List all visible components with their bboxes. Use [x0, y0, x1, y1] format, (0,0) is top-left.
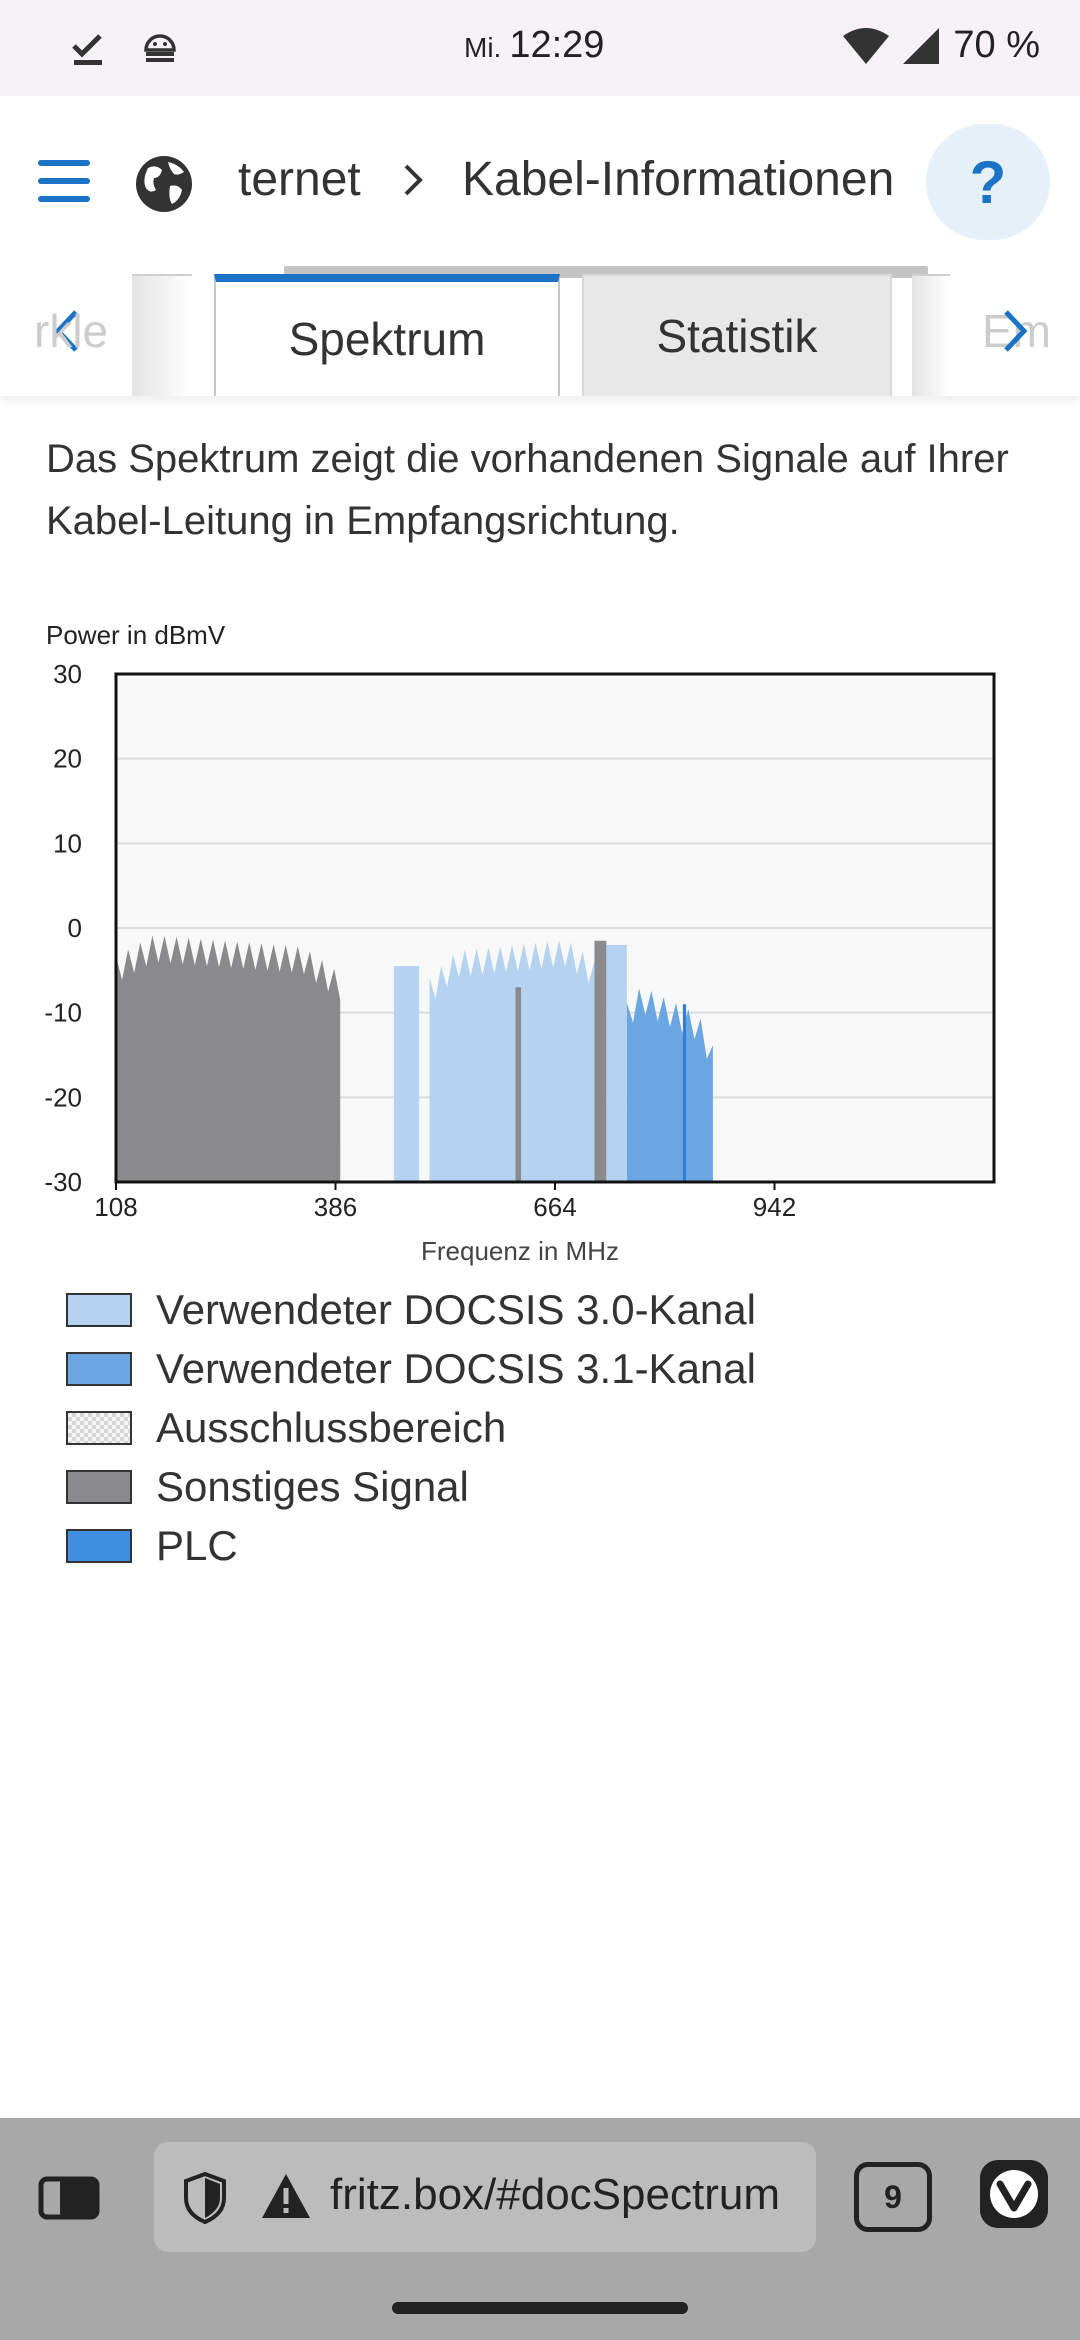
download-done-icon: [72, 34, 102, 65]
x-tick-label: 942: [753, 1192, 796, 1222]
x-axis-label: Frequenz in MHz: [421, 1236, 619, 1266]
tab-next-partial[interactable]: Em: [982, 305, 1051, 357]
y-tick-label: -10: [44, 998, 82, 1028]
tab-spektrum[interactable]: Spektrum: [214, 274, 560, 396]
browser-toolbar: fritz.box/#docSpectrum 9: [0, 2118, 1080, 2340]
tab-previous-partial[interactable]: rkle: [34, 305, 109, 357]
y-tick-label: 10: [53, 828, 82, 858]
tab-statistik[interactable]: Statistik: [582, 274, 892, 396]
legend-item: Verwendeter DOCSIS 3.1-Kanal: [66, 1339, 756, 1398]
help-icon: ?: [969, 148, 1007, 216]
y-axis-label: Power in dBmV: [46, 620, 226, 650]
spectrum-description: Das Spektrum zeigt die vorhandenen Signa…: [46, 437, 1009, 543]
tab-label: Statistik: [656, 310, 818, 362]
android-debug-icon: [144, 34, 176, 62]
tab-label: Spektrum: [288, 313, 486, 365]
home-indicator[interactable]: [392, 2302, 688, 2314]
signal-area-verwendeter-docsis-3-0-kanal: [606, 944, 627, 1182]
y-tick-label: 0: [68, 913, 82, 943]
legend-label: Sonstiges Signal: [156, 1462, 469, 1510]
breadcrumb-internet[interactable]: ternet: [238, 153, 361, 206]
legend-item: Ausschlussbereich: [66, 1398, 756, 1457]
globe-icon: [136, 156, 192, 212]
legend-swatch: [66, 1410, 132, 1445]
url-text[interactable]: fritz.box/#docSpectrum: [330, 2170, 780, 2219]
cell-signal-icon: [903, 27, 940, 64]
signal-area-sonstiges-signal: [116, 935, 341, 1182]
menu-icon-line: [38, 196, 90, 202]
shield-icon[interactable]: [180, 2170, 230, 2226]
legend-label: PLC: [156, 1521, 238, 1569]
x-tick-label: 664: [533, 1192, 576, 1222]
x-tick-label: 386: [314, 1192, 357, 1222]
help-button[interactable]: ?: [926, 124, 1050, 240]
status-bar: Mi. 12:29 70 %: [0, 0, 1080, 96]
signal-area-plc: [682, 1004, 687, 1182]
legend-swatch: [66, 1292, 132, 1327]
spectrum-chart: Power in dBmV 30 20 10 0 -10 -20 -30 108 386 664…: [44, 620, 996, 1266]
legend-item: Verwendeter DOCSIS 3.0-Kanal: [66, 1280, 756, 1339]
tab-bar: rkle Spektrum Statistik Em: [0, 266, 1080, 396]
warning-icon[interactable]: [260, 2172, 312, 2220]
x-axis: 108 386 664 942: [94, 1182, 796, 1222]
menu-button[interactable]: [38, 160, 94, 204]
legend-label: Ausschlussbereich: [156, 1403, 507, 1451]
vivaldi-menu-icon[interactable]: [980, 2160, 1048, 2228]
menu-icon-line: [38, 178, 90, 184]
chevron-left-icon[interactable]: [46, 306, 86, 356]
signal-area-verwendeter-docsis-3-0-kanal: [429, 940, 595, 1182]
tab-count: 9: [884, 2178, 902, 2215]
tab-switcher-button[interactable]: 9: [854, 2162, 932, 2232]
app-header: ternet Kabel-Informationen ?: [0, 96, 1080, 266]
breadcrumb-cable-info: Kabel-Informationen: [462, 153, 895, 206]
signal-area-verwendeter-docsis-3-1-kanal: [626, 988, 713, 1182]
legend-swatch: [66, 1351, 132, 1386]
y-tick-label: -30: [44, 1167, 82, 1197]
address-bar[interactable]: fritz.box/#docSpectrum: [154, 2142, 816, 2252]
menu-icon: [38, 160, 90, 166]
battery-level: 70 %: [953, 24, 1040, 66]
panel-toggle-icon[interactable]: [38, 2176, 100, 2220]
wifi-icon: [843, 27, 890, 64]
signal-areas: [116, 935, 713, 1182]
tab-fade-right: [912, 274, 950, 396]
legend-swatch: [66, 1469, 132, 1504]
signal-area-sonstiges-signal: [594, 940, 607, 1182]
legend-swatch: [66, 1528, 132, 1563]
chevron-right-icon[interactable]: [996, 306, 1036, 356]
legend-item: PLC: [66, 1516, 756, 1575]
chart-legend: Verwendeter DOCSIS 3.0-Kanal Verwendeter …: [66, 1280, 756, 1575]
legend-item: Sonstiges Signal: [66, 1457, 756, 1516]
signal-area-verwendeter-docsis-3-0-kanal: [393, 966, 420, 1182]
y-tick-label: 20: [53, 744, 82, 774]
legend-label: Verwendeter DOCSIS 3.0-Kanal: [156, 1285, 756, 1333]
x-tick-label: 108: [94, 1192, 137, 1222]
y-tick-label: -20: [44, 1082, 82, 1112]
tab-fade-left: [132, 274, 192, 396]
y-tick-label: 30: [53, 659, 82, 689]
y-axis: 30 20 10 0 -10 -20 -30: [44, 659, 82, 1197]
signal-area-sonstiges-signal: [515, 987, 522, 1182]
clock: Mi. 12:29: [464, 24, 605, 66]
legend-label: Verwendeter DOCSIS 3.1-Kanal: [156, 1344, 756, 1392]
chevron-right-icon: [404, 164, 423, 196]
